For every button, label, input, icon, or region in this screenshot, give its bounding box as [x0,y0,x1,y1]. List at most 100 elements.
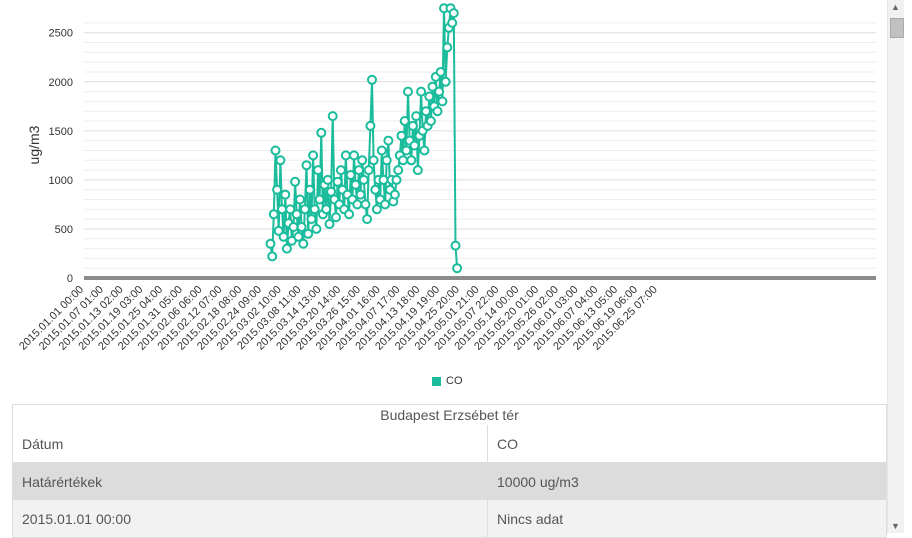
data-point [407,120,418,131]
y-tick-label: 1000 [49,175,73,187]
data-point [435,67,446,77]
data-point [406,155,417,166]
vertical-scrollbar[interactable]: ▲ ▼ [887,0,904,533]
data-point [285,204,296,215]
data-point [357,155,368,166]
series-co [265,3,463,274]
data-point [401,145,412,156]
data-point [270,145,281,156]
y-tick-label: 2500 [49,28,73,40]
data-point [427,81,438,92]
data-point [437,96,448,107]
data-point [311,223,322,234]
data-point [409,140,420,151]
data-point [403,86,413,97]
data-point [419,145,430,156]
legend-label-co: CO [446,375,463,387]
data-point [353,165,364,176]
data-point [447,17,458,28]
data-point [308,150,319,161]
data-point [340,150,351,161]
data-point [281,243,292,254]
data-point [314,194,325,205]
data-point [280,189,291,200]
data-point [309,204,320,215]
cell-value: Nincs adat [497,510,564,527]
data-point [376,145,387,156]
data-point [303,228,314,239]
data-point [304,184,315,195]
data-point [332,176,343,187]
data-point [396,130,407,141]
data-point [272,184,283,195]
cell-limits-label: Határértékek [13,463,488,500]
y-tick-label: 0 [67,273,73,285]
data-point [389,189,400,200]
data-point [378,174,389,185]
data-point [291,209,302,220]
chart-grid [84,22,876,280]
data-point [371,204,382,215]
data-point [398,155,409,166]
data-point [452,263,463,274]
scroll-down-icon[interactable]: ▼ [891,521,900,531]
data-point [295,194,305,205]
data-point [326,186,337,197]
data-point [358,174,369,185]
data-point [306,214,317,225]
data-point [424,91,435,102]
y-tick-label: 2000 [49,77,73,89]
co-chart: 0 500 1000 1500 2000 2500 ug/m3 2015.01.01 00… [17,3,876,353]
data-point [367,74,377,85]
data-point [335,165,346,176]
data-point [296,222,307,232]
data-point [267,251,278,262]
data-point [278,231,289,242]
data-point [301,160,312,171]
header-co: CO [497,435,518,452]
data-point [360,199,371,210]
data-point [275,155,286,166]
data-point [411,111,422,122]
legend-swatch-co [432,376,441,386]
data-point [425,116,436,126]
cell-limits-value: 10000 ug/m3 [497,473,579,490]
chart-legend[interactable]: CO [432,375,463,387]
data-point [391,174,402,185]
data-point [322,174,333,185]
table-row: 2015.01.01 00:00 Nincs adat [13,500,886,537]
data-point [363,165,374,176]
data-point [380,199,391,210]
data-point [442,42,453,53]
data-point [298,238,309,249]
data-point [393,165,404,176]
data-point [349,150,359,161]
data-point [421,106,431,117]
y-axis-label: ug/m3 [26,125,42,164]
data-point [321,204,332,215]
table-title: Budapest Erzsébet tér [380,407,519,423]
data-point [416,86,427,97]
data-point [381,155,392,166]
data-point [365,120,376,131]
data-point [293,231,304,242]
data-point [327,111,338,122]
data-point [290,176,301,187]
data-point [288,222,299,232]
data-point [362,214,373,225]
header-date: Dátum [13,425,488,462]
data-point [450,240,461,251]
y-tick-label: 1500 [49,126,73,138]
data-point [352,199,363,210]
table-header-row: Dátum CO [13,425,886,463]
data-point [350,179,361,190]
data-point [313,165,323,176]
data-point [399,116,410,126]
data-point [265,238,276,249]
data-point [316,127,327,138]
scroll-up-icon[interactable]: ▲ [891,2,900,12]
scroll-thumb[interactable] [890,18,904,38]
data-table: Budapest Erzsébet tér Dátum CO Határérté… [12,404,887,538]
cell-date: 2015.01.01 00:00 [13,500,488,537]
y-axis: 0 500 1000 1500 2000 2500 [49,28,73,285]
